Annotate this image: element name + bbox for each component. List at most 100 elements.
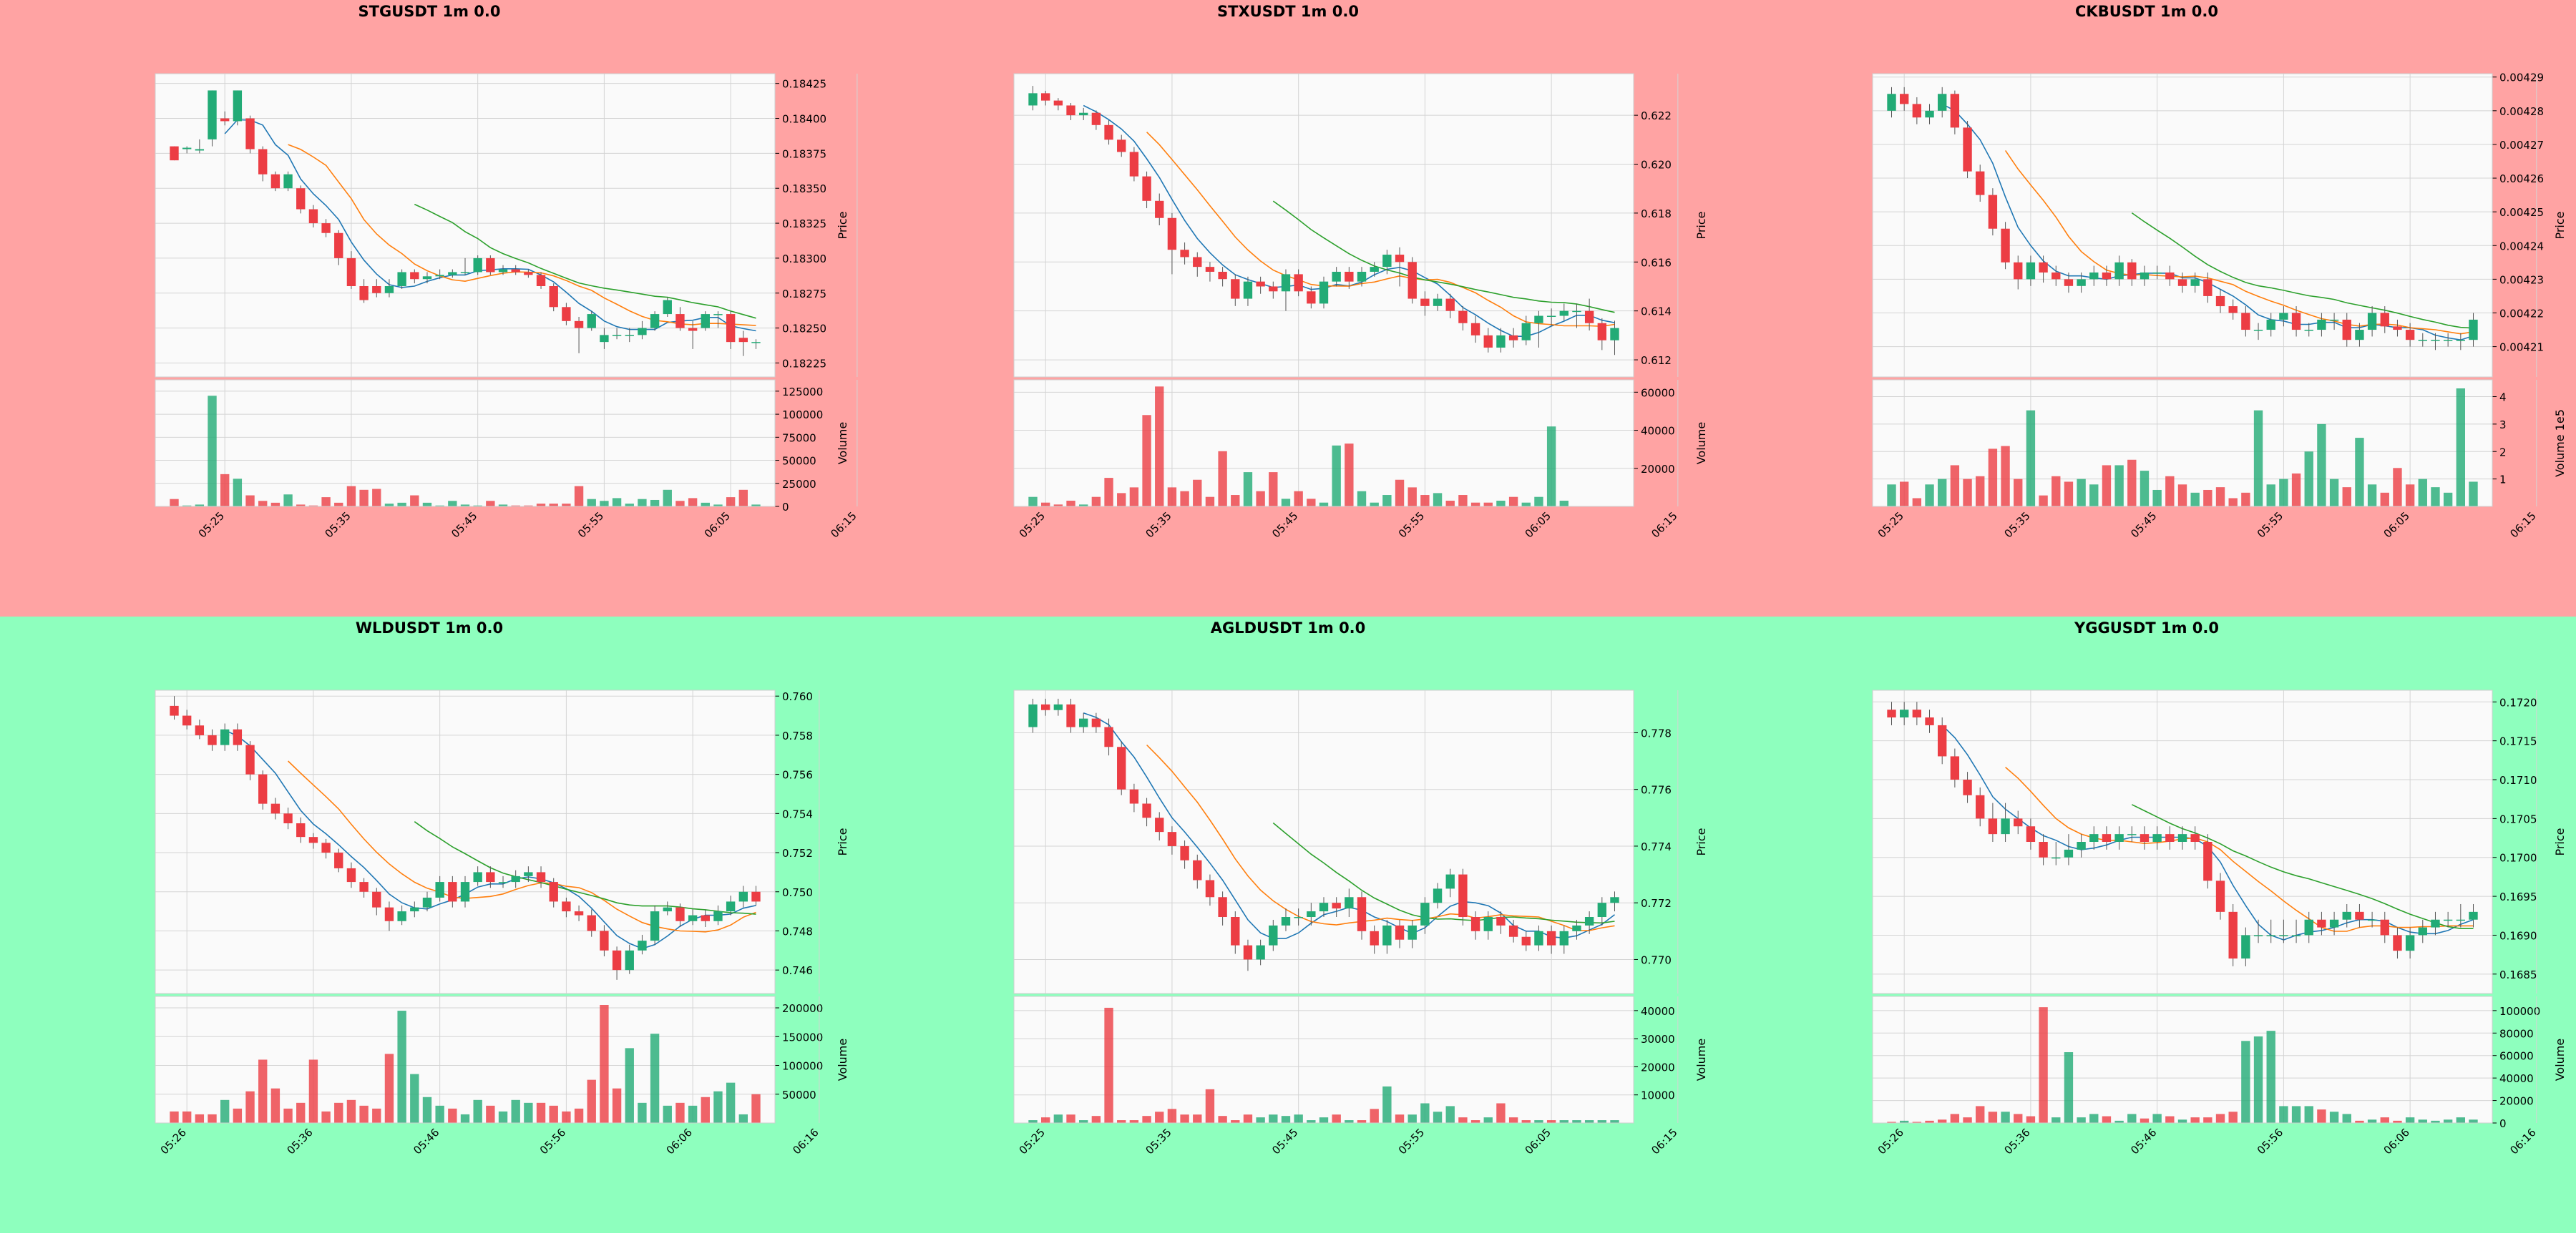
volume-bar [1243, 472, 1253, 506]
volume-bar [321, 1111, 331, 1123]
volume-bar [738, 489, 748, 506]
candle-down [170, 146, 179, 161]
volume-tick-label: 50000 [782, 455, 816, 468]
candle-up [1521, 323, 1531, 340]
volume-bar [688, 1105, 698, 1123]
volume-bar [1104, 1007, 1113, 1123]
volume-tick-label: 100000 [2499, 1005, 2540, 1018]
candle-down [410, 272, 419, 280]
candle-up [1445, 874, 1455, 889]
volume-bar [2039, 495, 2048, 506]
volume-bar [1079, 504, 1088, 506]
candle-up [182, 147, 192, 149]
volume-bar [1610, 1120, 1619, 1123]
volume-bar [1231, 495, 1240, 506]
time-tick-label: 05:56 [2255, 1126, 2285, 1157]
candle-up [2190, 279, 2200, 286]
candle-down [2039, 262, 2048, 273]
volume-bar [220, 1099, 230, 1123]
candlestick-chart: 0.1685 0.1690 0.1695 0.1700 0.1705 0.1710 0.17… [1872, 690, 2567, 1157]
volume-bar [473, 1099, 482, 1123]
volume-bar [1950, 1114, 1960, 1123]
volume-bar [2152, 489, 2162, 506]
volume-bar [2165, 1116, 2175, 1123]
candle-down [1546, 931, 1556, 946]
candle-up [2342, 911, 2351, 920]
ma-long-line [2131, 212, 2474, 329]
volume-bar [2127, 459, 2137, 506]
volume-bar [270, 1088, 280, 1123]
candle-down [1218, 897, 1227, 918]
volume-bar [1155, 1112, 1164, 1123]
candle-down [1988, 195, 1998, 229]
volume-bar [195, 1114, 205, 1123]
volume-bar [1180, 1114, 1189, 1123]
candle-down [1963, 127, 1972, 172]
candle-up [2127, 834, 2137, 835]
volume-bar [2367, 484, 2377, 506]
candle-up [233, 90, 243, 122]
candle-down [574, 911, 584, 916]
chart-title: STGUSDT 1m 0.0 [358, 3, 501, 20]
candle-down [1256, 281, 1265, 287]
candle-up [283, 174, 293, 189]
candle-up [397, 911, 406, 921]
time-tick-label: 05:35 [1143, 509, 1174, 540]
time-tick-label: 06:15 [828, 509, 859, 540]
volume-bar [460, 504, 470, 506]
volume-bar [1332, 1114, 1341, 1123]
candle-down [1066, 105, 1075, 116]
volume-bar [2253, 410, 2263, 506]
volume-tick-label: 75000 [782, 431, 816, 444]
volume-bar [435, 1105, 444, 1123]
candle-down [2001, 228, 2010, 263]
candle-down [1470, 917, 1480, 931]
volume-bar [1420, 1103, 1430, 1123]
ma-mid-line [1146, 744, 1615, 931]
candle-down [1508, 925, 1518, 937]
volume-bar [1395, 1114, 1405, 1123]
time-tick-label: 05:35 [322, 509, 353, 540]
candle-up [422, 897, 432, 908]
volume-bar [1899, 1120, 1909, 1123]
volume-bar [296, 1102, 306, 1123]
candle-down [2215, 295, 2225, 307]
volume-bar [2367, 1119, 2377, 1123]
candle-down [2039, 842, 2048, 858]
candle-up [2051, 857, 2061, 859]
price-tick-label: 0.00426 [2499, 172, 2544, 185]
candle-down [1925, 717, 1934, 725]
candle-down [562, 307, 571, 321]
volume-bar [1546, 1120, 1556, 1123]
candle-up [2077, 279, 2086, 286]
candle-up [2317, 319, 2326, 330]
candle-up [751, 342, 761, 343]
candle-down [2203, 842, 2212, 881]
volume-bar [1053, 504, 1063, 506]
volume-bar [625, 1048, 634, 1123]
candle-down [1104, 727, 1113, 747]
volume-bar [549, 1105, 558, 1123]
volume-bar [1281, 1116, 1291, 1123]
price-tick-label: 0.1685 [2499, 968, 2537, 981]
volume-bar [1370, 1109, 1379, 1123]
volume-tick-label: 40000 [1641, 425, 1675, 438]
candle-down [1597, 323, 1607, 340]
volume-bar [2355, 1120, 2364, 1123]
candle-up [1079, 112, 1088, 116]
time-tick-label: 05:36 [284, 1126, 315, 1157]
volume-axis-label: Volume [836, 1039, 849, 1082]
volume-tick-label: 4 [2499, 391, 2507, 404]
candle-down [1269, 286, 1278, 292]
volume-bar [1458, 495, 1468, 506]
price-tick-label: 0.1705 [2499, 813, 2537, 825]
volume-tick-label: 20000 [1641, 463, 1675, 476]
candle-down [1218, 271, 1227, 280]
candle-up [1256, 945, 1265, 960]
time-tick-label: 05:56 [537, 1126, 568, 1157]
volume-bar [1129, 487, 1139, 506]
candle-down [2102, 834, 2112, 842]
candle-up [2431, 919, 2440, 928]
candle-up [587, 314, 596, 328]
volume-bar [574, 1108, 584, 1123]
